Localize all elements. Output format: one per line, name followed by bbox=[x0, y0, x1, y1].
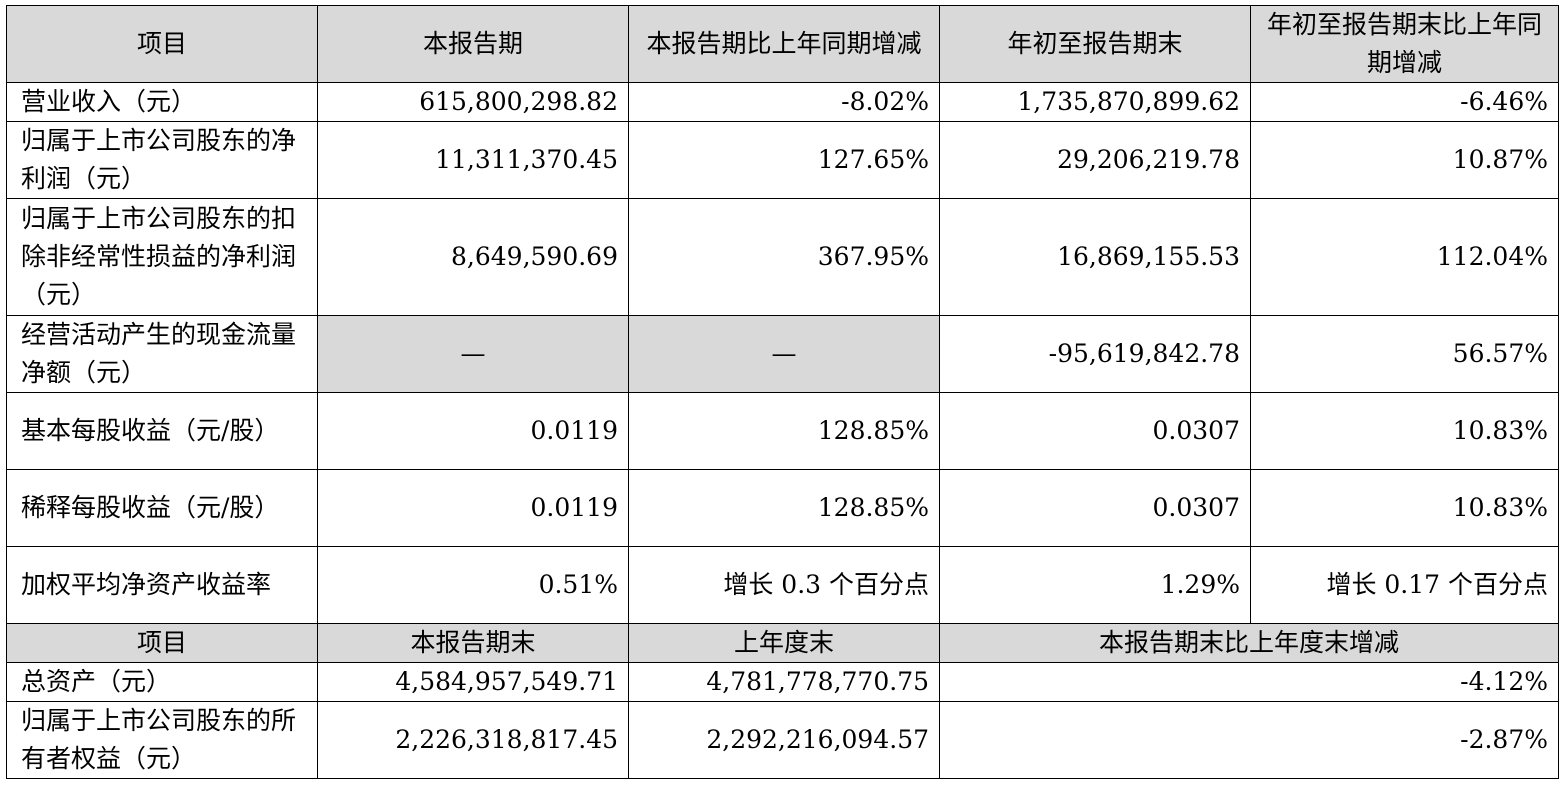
row-current: 0.0119 bbox=[317, 392, 629, 470]
row-label: 营业收入（元） bbox=[6, 82, 318, 122]
header-item: 项目 bbox=[6, 5, 318, 83]
sub-header-change: 本报告期末比上年度末增减 bbox=[939, 623, 1559, 663]
row-label: 归属于上市公司股东的净利润（元） bbox=[6, 121, 318, 199]
row-ytd-change: 增长 0.17 个百分点 bbox=[1250, 546, 1559, 624]
row-current-change: 128.85% bbox=[628, 392, 940, 470]
row-label: 基本每股收益（元/股） bbox=[6, 392, 318, 470]
row-current: 0.0119 bbox=[317, 469, 629, 547]
table-row: 总资产（元） 4,584,957,549.71 4,781,778,770.75… bbox=[6, 662, 1559, 702]
row-ytd: 16,869,155.53 bbox=[939, 198, 1251, 316]
row-ytd: 29,206,219.78 bbox=[939, 121, 1251, 199]
row-period-end: 2,226,318,817.45 bbox=[317, 701, 629, 779]
row-ytd: 0.0307 bbox=[939, 392, 1251, 470]
row-ytd: -95,619,842.78 bbox=[939, 315, 1251, 393]
row-label: 稀释每股收益（元/股） bbox=[6, 469, 318, 547]
table-header-row: 项目 本报告期 本报告期比上年同期增减 年初至报告期末 年初至报告期末比上年同期… bbox=[6, 5, 1559, 83]
row-period-end: 4,584,957,549.71 bbox=[317, 662, 629, 702]
table-row: 加权平均净资产收益率 0.51% 增长 0.3 个百分点 1.29% 增长 0.… bbox=[6, 546, 1559, 624]
row-prior-year-end: 4,781,778,770.75 bbox=[628, 662, 940, 702]
row-current-change: — bbox=[628, 315, 940, 393]
header-ytd: 年初至报告期末 bbox=[939, 5, 1251, 83]
row-current: 615,800,298.82 bbox=[317, 82, 629, 122]
row-current-change: 127.65% bbox=[628, 121, 940, 199]
row-ytd-change: -6.46% bbox=[1250, 82, 1559, 122]
table-row: 经营活动产生的现金流量净额（元） — — -95,619,842.78 56.5… bbox=[6, 315, 1559, 393]
table-row: 基本每股收益（元/股） 0.0119 128.85% 0.0307 10.83% bbox=[6, 392, 1559, 470]
row-change: -4.12% bbox=[939, 662, 1559, 702]
row-label: 归属于上市公司股东的扣除非经常性损益的净利润（元） bbox=[6, 198, 318, 316]
sub-header-prior-year-end: 上年度末 bbox=[628, 623, 940, 663]
row-ytd-change: 56.57% bbox=[1250, 315, 1559, 393]
row-current-change: 367.95% bbox=[628, 198, 940, 316]
table-row: 营业收入（元） 615,800,298.82 -8.02% 1,735,870,… bbox=[6, 82, 1559, 122]
row-label: 归属于上市公司股东的所有者权益（元） bbox=[6, 701, 318, 779]
row-ytd: 1,735,870,899.62 bbox=[939, 82, 1251, 122]
row-ytd-change: 10.83% bbox=[1250, 392, 1559, 470]
table-row: 归属于上市公司股东的净利润（元） 11,311,370.45 127.65% 2… bbox=[6, 121, 1559, 199]
row-current: 11,311,370.45 bbox=[317, 121, 629, 199]
row-current: — bbox=[317, 315, 629, 393]
row-label: 加权平均净资产收益率 bbox=[6, 546, 318, 624]
table-row: 归属于上市公司股东的所有者权益（元） 2,226,318,817.45 2,29… bbox=[6, 701, 1559, 779]
row-prior-year-end: 2,292,216,094.57 bbox=[628, 701, 940, 779]
row-ytd-change: 10.83% bbox=[1250, 469, 1559, 547]
row-change: -2.87% bbox=[939, 701, 1559, 779]
header-current-change: 本报告期比上年同期增减 bbox=[628, 5, 940, 83]
sub-header-item: 项目 bbox=[6, 623, 318, 663]
row-current-change: 增长 0.3 个百分点 bbox=[628, 546, 940, 624]
row-ytd: 1.29% bbox=[939, 546, 1251, 624]
row-ytd-change: 112.04% bbox=[1250, 198, 1559, 316]
row-current: 8,649,590.69 bbox=[317, 198, 629, 316]
header-current-period: 本报告期 bbox=[317, 5, 629, 83]
table-row: 归属于上市公司股东的扣除非经常性损益的净利润（元） 8,649,590.69 3… bbox=[6, 198, 1559, 316]
table-row: 稀释每股收益（元/股） 0.0119 128.85% 0.0307 10.83% bbox=[6, 469, 1559, 547]
balance-header-row: 项目 本报告期末 上年度末 本报告期末比上年度末增减 bbox=[6, 623, 1559, 663]
financial-summary-table: 项目 本报告期 本报告期比上年同期增减 年初至报告期末 年初至报告期末比上年同期… bbox=[6, 5, 1559, 779]
row-ytd-change: 10.87% bbox=[1250, 121, 1559, 199]
sub-header-period-end: 本报告期末 bbox=[317, 623, 629, 663]
row-ytd: 0.0307 bbox=[939, 469, 1251, 547]
row-current-change: -8.02% bbox=[628, 82, 940, 122]
row-label: 经营活动产生的现金流量净额（元） bbox=[6, 315, 318, 393]
row-label: 总资产（元） bbox=[6, 662, 318, 702]
header-ytd-change: 年初至报告期末比上年同期增减 bbox=[1250, 5, 1559, 83]
row-current-change: 128.85% bbox=[628, 469, 940, 547]
row-current: 0.51% bbox=[317, 546, 629, 624]
